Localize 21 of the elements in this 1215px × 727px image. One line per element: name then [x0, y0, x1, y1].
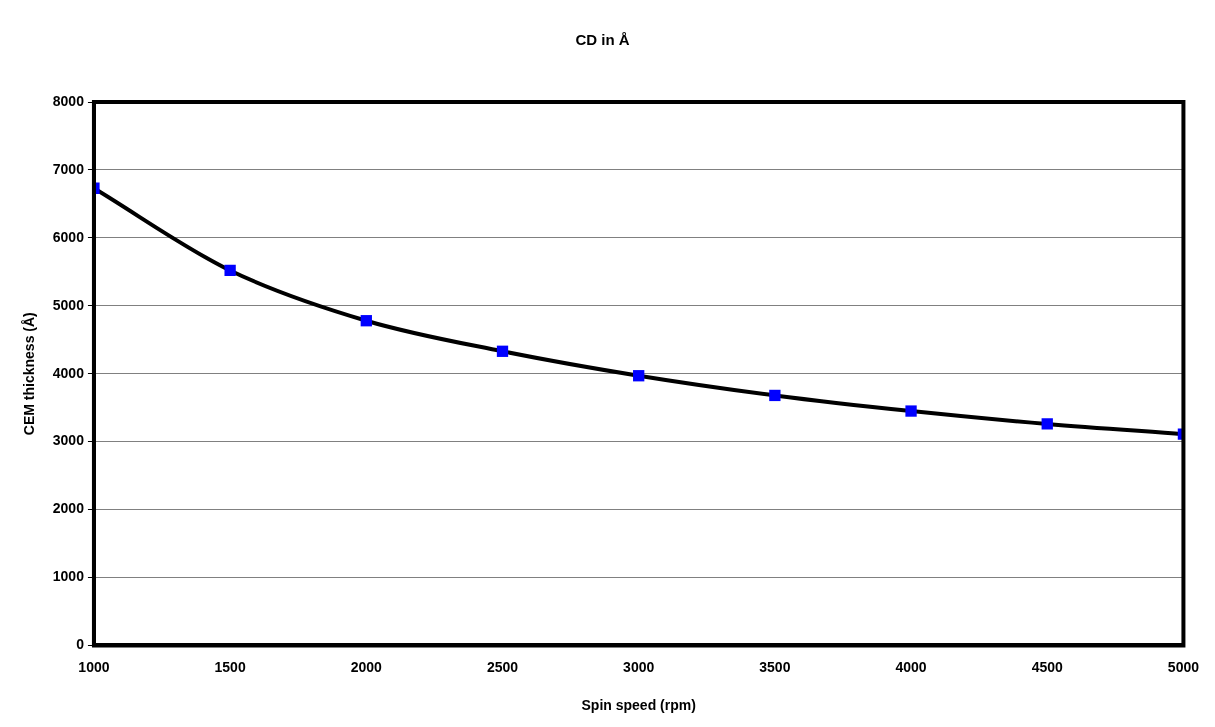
y-tick-label: 3000	[52, 432, 85, 449]
chart-title: CD in Å	[575, 31, 630, 49]
y-tick-label: 0	[76, 636, 85, 653]
x-tick-label: 1000	[78, 658, 110, 675]
x-tick-label: 5000	[1167, 658, 1200, 675]
y-tick-label: 8000	[52, 92, 85, 109]
y-tick-label: 5000	[52, 296, 85, 313]
y-tick-label: 2000	[52, 500, 85, 517]
y-tick-label: 7000	[52, 160, 85, 177]
x-tick-label: 4500	[1031, 658, 1064, 675]
x-axis-title: Spin speed (rpm)	[581, 697, 696, 714]
x-tick-label: 2000	[350, 658, 383, 675]
x-tick-label: 3000	[623, 658, 655, 675]
x-tick-label: 4000	[895, 658, 927, 675]
y-tick-label: 6000	[52, 228, 85, 245]
y-tick-label: 1000	[52, 568, 85, 585]
x-tick-label: 2500	[486, 658, 519, 675]
x-tick-label: 1500	[214, 658, 246, 675]
x-tick-label: 3500	[759, 658, 791, 675]
y-tick-label: 4000	[52, 364, 85, 381]
y-axis-title: CEM thickness (Å)	[21, 312, 38, 436]
